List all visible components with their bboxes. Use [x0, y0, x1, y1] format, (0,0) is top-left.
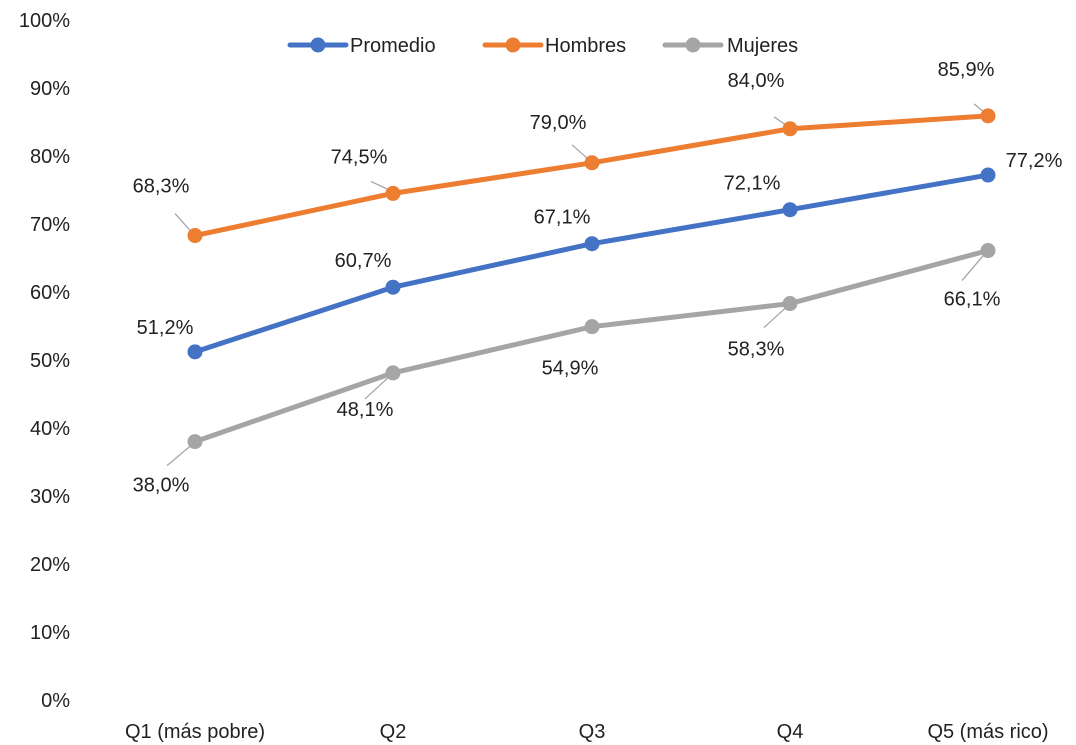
y-tick-label: 90% [30, 78, 70, 100]
x-tick-label: Q2 [380, 721, 407, 743]
x-tick-label: Q1 (más pobre) [125, 721, 265, 743]
y-tick-label: 20% [30, 554, 70, 576]
data-point-promedio [782, 202, 798, 218]
series-line-hombres [192, 113, 991, 239]
data-point-hombres [782, 121, 798, 137]
y-tick-label: 50% [30, 350, 70, 372]
data-label-promedio: 51,2% [137, 317, 194, 339]
data-label-promedio: 60,7% [335, 250, 392, 272]
data-label-leader [763, 306, 788, 329]
data-label-leader [166, 444, 193, 467]
data-label-hombres: 84,0% [728, 70, 785, 92]
data-point-mujeres [584, 319, 600, 335]
data-label-mujeres: 38,0% [133, 475, 190, 497]
legend-marker-promedio [310, 37, 326, 53]
data-label-promedio: 77,2% [1006, 150, 1063, 172]
data-label-leader [370, 180, 391, 191]
data-label-hombres: 74,5% [331, 146, 388, 168]
legend-marker-mujeres [685, 37, 701, 53]
data-point-hombres [187, 228, 203, 244]
y-tick-label: 70% [30, 214, 70, 236]
x-tick-label: Q4 [777, 721, 804, 743]
x-axis: Q1 (más pobre) Q2 Q3 Q4 Q5 (más rico) [125, 721, 1049, 743]
data-point-hombres [980, 108, 996, 124]
data-point-mujeres [980, 243, 996, 259]
data-point-mujeres [187, 434, 203, 450]
data-point-mujeres [782, 296, 798, 312]
data-label-promedio: 72,1% [724, 173, 781, 195]
y-axis: 0% 10% 20% 30% 40% 50% 60% 70% 80% 90% 100% [19, 10, 70, 712]
legend-marker-hombres [505, 37, 521, 53]
data-labels: 51,2% 60,7% 67,1% 72,1% 77,2% 68,3% 74,5% 79,0%… [133, 59, 1063, 497]
y-tick-label: 100% [19, 10, 70, 32]
data-point-promedio [385, 279, 401, 295]
data-label-mujeres: 54,9% [542, 358, 599, 380]
legend: Promedio Hombres Mujeres [287, 35, 798, 57]
data-label-leaders [166, 103, 986, 467]
data-point-hombres [385, 185, 401, 201]
data-point-mujeres [385, 365, 401, 381]
data-point-hombres [584, 155, 600, 171]
legend-label-mujeres: Mujeres [727, 35, 798, 57]
data-point-promedio [584, 236, 600, 252]
x-tick-label: Q5 (más rico) [927, 721, 1048, 743]
data-label-hombres: 85,9% [938, 59, 995, 81]
legend-label-promedio: Promedio [350, 35, 436, 57]
data-label-hombres: 68,3% [133, 176, 190, 198]
data-label-leader [364, 375, 391, 400]
data-label-mujeres: 66,1% [944, 289, 1001, 311]
data-label-hombres: 79,0% [530, 112, 587, 134]
x-tick-label: Q3 [579, 721, 606, 743]
y-tick-label: 0% [41, 690, 70, 712]
data-label-mujeres: 58,3% [728, 339, 785, 361]
series-line-mujeres [192, 248, 991, 445]
y-tick-label: 10% [30, 622, 70, 644]
data-label-leader [961, 253, 986, 281]
data-label-leader [174, 213, 193, 233]
y-tick-label: 60% [30, 282, 70, 304]
legend-label-hombres: Hombres [545, 35, 626, 57]
data-point-promedio [187, 344, 203, 360]
data-label-promedio: 67,1% [534, 207, 591, 229]
data-label-leader [571, 144, 590, 161]
y-tick-label: 30% [30, 486, 70, 508]
data-label-mujeres: 48,1% [337, 399, 394, 421]
y-tick-label: 80% [30, 146, 70, 168]
series-markers [187, 108, 996, 450]
data-point-promedio [980, 167, 996, 183]
y-tick-label: 40% [30, 418, 70, 440]
